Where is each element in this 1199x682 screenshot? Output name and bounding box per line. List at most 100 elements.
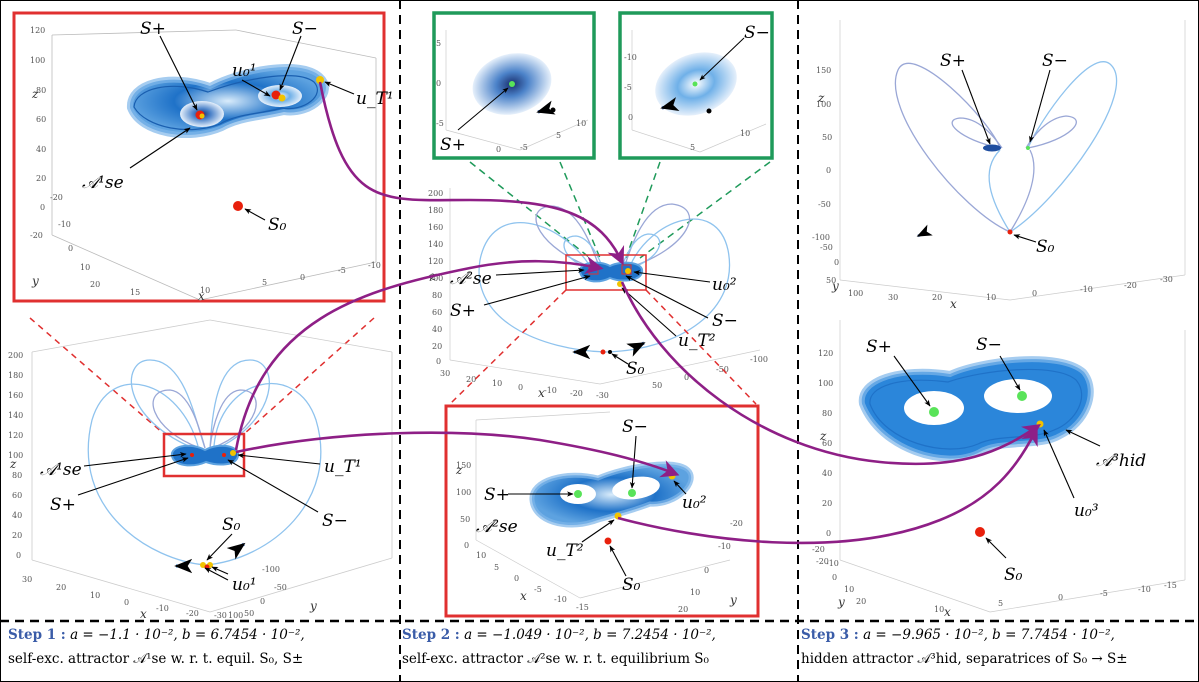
label-S-minus: S− [1042,51,1068,71]
tick: 80 [822,409,832,418]
panel2-inset-right: S− -10 -5 0 5 10 [618,11,774,160]
tick: -20 [30,231,43,240]
tick: 10 [200,286,210,295]
tick: 50 [826,276,836,285]
panel1-zoom-xticks: 15 10 5 0 -5 -10 [130,261,381,297]
tick: 30 [440,369,450,378]
tick: 120 [428,257,443,266]
tick: 10 [80,263,90,272]
panel3-bottom-xticks: 10 5 0 -5 -10 -15 [934,581,1177,614]
tick: 0 [496,145,501,154]
tick: -10 [368,261,381,270]
label-S-plus: S+ [140,19,166,39]
panel1-full-xticks: 30 20 10 0 -10 -20 -30 [22,575,227,620]
label-A3: 𝒜³hid [1096,451,1146,471]
point-S0 [604,537,612,545]
panel2-inset-left: S+ 5 0 -5 0 -5 5 10 [432,11,596,160]
panel2-zoom-region [565,254,647,291]
tick: 20 [90,280,100,289]
step3-params: a = −9.965 · 10⁻², b = 7.7454 · 10⁻², [863,627,1115,643]
panel3-bottom: 120 100 80 60 40 20 0 -20 10 5 0 -5 -10 … [812,320,1186,619]
tick: 150 [456,461,471,470]
tick: 20 [466,375,476,384]
label-A1: 𝒜¹se [40,460,82,480]
caption-step1: Step 1 : a = −1.1 · 10⁻², b = 6.7454 · 1… [8,623,305,671]
label-uT1: u_T¹ [324,457,362,477]
tick: 10 [690,588,700,597]
label-S0: S₀ [626,359,645,379]
panel2-full-xticks: 30 20 10 0 -10 -20 -30 [440,369,609,400]
tick: 100 [456,488,471,497]
step3-label: Step 3 : [801,627,859,643]
tick: 180 [428,206,443,215]
tick: -10 [1080,285,1093,294]
point-S0-b [608,350,612,354]
tick: 100 [818,379,833,388]
label-u03: u₀³ [1074,501,1099,521]
tick: 5 [494,563,499,572]
tick: 30 [22,575,32,584]
tick: 60 [822,439,832,448]
tick: 50 [244,609,254,618]
tick: 50 [822,133,832,142]
panel1-full: 200 180 160 140 120 100 80 60 40 20 0 30… [8,319,393,621]
label-S-plus: S+ [440,135,466,155]
tick: 0 [124,598,129,607]
label-A2: 𝒜²se [450,269,492,289]
zoom-connector-2a [449,289,567,405]
tick: -5 [338,266,346,275]
tick: -20 [186,609,199,618]
tick: 40 [432,325,442,334]
inset-right-ticks: -10 -5 0 5 10 [624,53,750,152]
label-S-minus: S− [712,311,738,331]
tick: -50 [818,200,831,209]
tick: 50 [460,515,470,524]
step3-desc: hidden attractor 𝒜³hid, separatrices of … [801,651,1128,667]
tick: 0 [260,597,265,606]
tick: 10 [986,293,996,302]
tick: -10 [58,220,71,229]
axis-label-y: y [729,593,737,607]
arrow-uT1-to-panel2 [318,81,625,266]
arrow-full1-to-panel2 [234,256,604,451]
axis-label-y: y [31,274,39,288]
tick: -5 [520,143,528,152]
point-u01 [278,94,286,102]
panel2-full-zticks: 200 180 160 140 120 100 80 60 40 20 0 [428,189,443,366]
tick: 20 [822,499,832,508]
tick: 140 [8,411,23,420]
tick: 180 [8,371,23,380]
tick: 0 [16,551,21,560]
panel3-top-xticks: 30 20 10 0 -10 -20 -30 [888,275,1173,302]
label-u01: u₀¹ [232,575,257,595]
panel1-full-zticks: 200 180 160 140 120 100 80 60 40 20 0 [8,351,23,560]
tick: -100 [750,355,768,364]
tick: 10 [492,379,502,388]
tick: 20 [678,605,688,614]
label-A1: 𝒜¹se [82,173,124,193]
panel2-zoom-zticks: 150 100 50 0 [456,461,471,550]
point-S0 [600,349,606,355]
tick: 5 [998,599,1003,608]
axis-label-y: y [831,279,839,293]
label-S-minus: S− [292,19,318,39]
tick: 0 [832,573,837,582]
attractor-A3 [858,356,1094,462]
tick: 0 [518,383,523,392]
tick: 50 [652,381,662,390]
tick: 150 [816,66,831,75]
tick: -5 [436,119,444,128]
panel1-full-yticks: -100 -50 0 50 100 [228,565,287,620]
tick: 10 [90,591,100,600]
point-S-minus [692,81,698,87]
zoom-connector-2b [645,289,757,405]
inset-left-ticks: 5 0 -5 0 -5 5 10 [436,39,586,154]
tick: 20 [12,531,22,540]
zoom-connector-1b [243,317,375,435]
label-S0: S₀ [1036,237,1055,257]
label-uT2: u_T² [546,541,584,561]
panel2-full-yticks: -100 -50 0 50 [652,355,768,390]
caption-step1-line1: Step 1 : a = −1.1 · 10⁻², b = 6.7454 · 1… [8,623,305,647]
tick: 5 [262,278,267,287]
